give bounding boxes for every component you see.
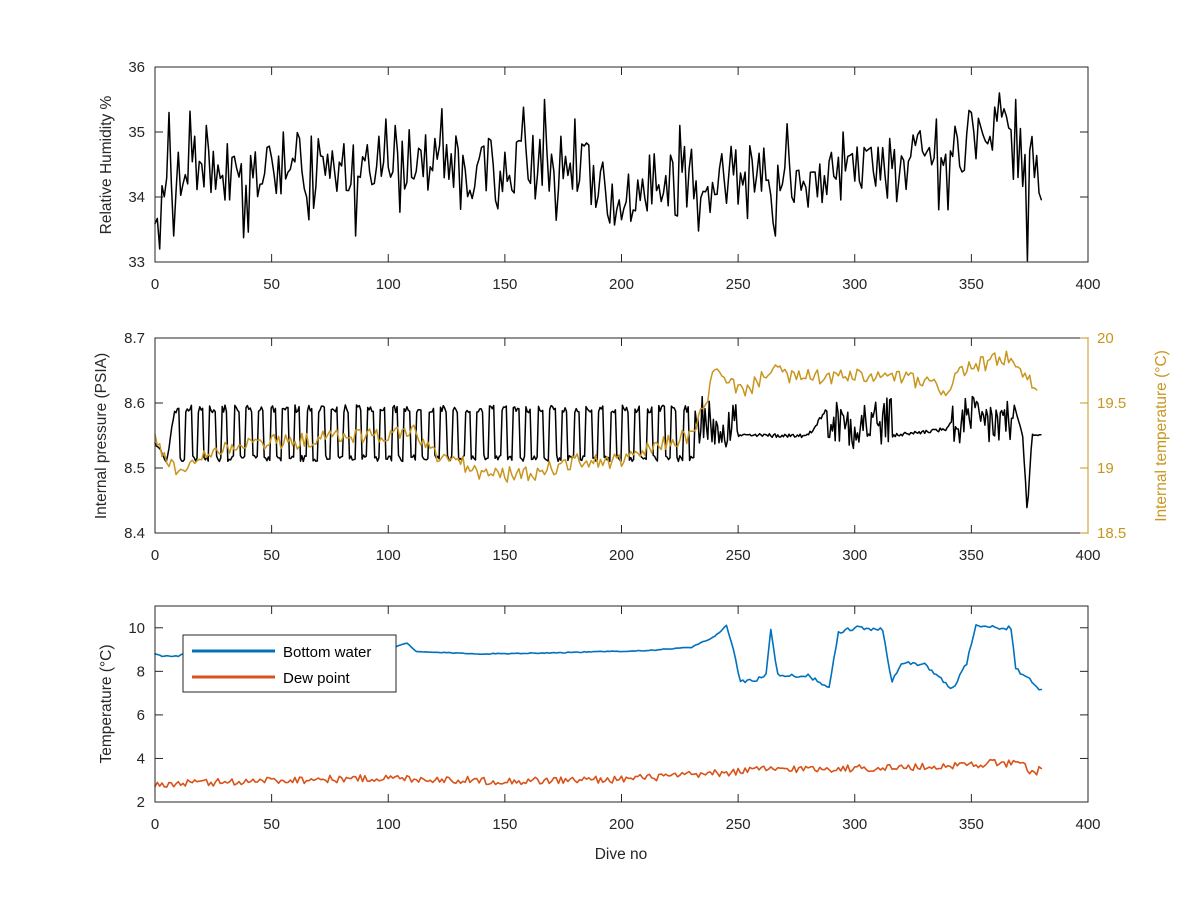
pressure-y2-tick-label: 18.5: [1097, 525, 1126, 542]
legend-box: [182, 634, 397, 693]
humidity-x-tick-label: 100: [376, 276, 401, 293]
pressure-x-tick-label: 400: [1075, 547, 1100, 564]
pressure-x-tick-label: 150: [492, 547, 517, 564]
temperature-x-tick-label: 100: [376, 816, 401, 833]
pressure-x-tick-label: 50: [263, 547, 280, 564]
humidity-x-tick-label: 150: [492, 276, 517, 293]
temperature-y-tick-label: 4: [137, 750, 145, 767]
pressure-series-1-line: [154, 350, 1038, 483]
temperature-x-tick-label: 300: [842, 816, 867, 833]
legend-label-dew-point: Dew point: [283, 670, 351, 687]
pressure-x-tick-label: 350: [959, 547, 984, 564]
humidity-y-tick-label: 35: [128, 124, 145, 141]
temperature-y-tick-label: 2: [137, 794, 145, 811]
pressure-x-tick-label: 300: [842, 547, 867, 564]
temperature-ticks: 0 50 100 150 200 250 300 350 400 2 4 6 8 10: [128, 606, 1101, 833]
humidity-y-axis-label: Relative Humidity %: [98, 95, 115, 234]
humidity-ticks: 0 50 100 150 200 250 300 350 400 33 34 35 36: [128, 59, 1100, 293]
pressure-x-tick-label: 250: [726, 547, 751, 564]
humidity-y-tick-label: 33: [128, 254, 145, 271]
humidity-x-tick-label: 400: [1075, 276, 1100, 293]
humidity-x-tick-label: 350: [959, 276, 984, 293]
humidity-series-0-line: [154, 92, 1043, 262]
humidity-panel: 0 50 100 150 200 250 300 350 400 33 34 35 36 Relativ…: [98, 59, 1101, 293]
pressure-series: [154, 350, 1042, 509]
dew-point-line: [154, 758, 1043, 788]
humidity-x-tick-label: 200: [609, 276, 634, 293]
humidity-y-tick-label: 34: [128, 189, 145, 206]
temperature-y-tick-label: 8: [137, 663, 145, 680]
pressure-ticks: 0 50 100 150 200 250 300 350 400 8.4 8.5 8.6 8.7 18.5…: [124, 330, 1126, 564]
humidity-series: [154, 92, 1043, 262]
pressure-y2-tick-label: 19.5: [1097, 395, 1126, 412]
pressure-series-0-line: [154, 395, 1042, 509]
temperature-x-tick-label: 150: [492, 816, 517, 833]
legend: Bottom water Dew point: [182, 634, 397, 693]
pressure-panel: 0 50 100 150 200 250 300 350 400 8.4 8.5 8.6 8.7 18.5…: [93, 330, 1170, 564]
temperature-x-tick-label: 250: [726, 816, 751, 833]
humidity-x-tick-label: 50: [263, 276, 280, 293]
pressure-y-tick-label: 8.4: [124, 525, 145, 542]
humidity-x-tick-label: 0: [151, 276, 159, 293]
temperature-x-tick-label: 400: [1075, 816, 1100, 833]
temperature-x-tick-label: 350: [959, 816, 984, 833]
legend-label-bottom-water: Bottom water: [283, 644, 371, 661]
pressure-y2-tick-label: 19: [1097, 460, 1114, 477]
pressure-y2-tick-label: 20: [1097, 330, 1114, 347]
temperature-x-tick-label: 50: [263, 816, 280, 833]
temperature-y-tick-label: 10: [128, 620, 145, 637]
temperature-x-tick-label: 0: [151, 816, 159, 833]
pressure-y-tick-label: 8.5: [124, 460, 145, 477]
temperature-y-axis-label: Temperature (°C): [98, 644, 115, 763]
pressure-x-tick-label: 100: [376, 547, 401, 564]
pressure-x-tick-label: 0: [151, 547, 159, 564]
pressure-y-axis-label: Internal pressure (PSIA): [93, 353, 110, 519]
x-axis-label: Dive no: [595, 846, 648, 863]
temperature-panel: 0 50 100 150 200 250 300 350 400 2 4 6 8 10 Temperatu…: [98, 605, 1101, 863]
humidity-x-tick-label: 300: [842, 276, 867, 293]
pressure-y-tick-label: 8.7: [124, 330, 145, 347]
temperature-x-tick-label: 200: [609, 816, 634, 833]
internal-temperature-y-axis-label: Internal temperature (°C): [1153, 350, 1170, 522]
pressure-x-tick-label: 200: [609, 547, 634, 564]
temperature-y-tick-label: 6: [137, 707, 145, 724]
humidity-x-tick-label: 250: [726, 276, 751, 293]
pressure-y-tick-label: 8.6: [124, 395, 145, 412]
humidity-y-tick-label: 36: [128, 59, 145, 76]
